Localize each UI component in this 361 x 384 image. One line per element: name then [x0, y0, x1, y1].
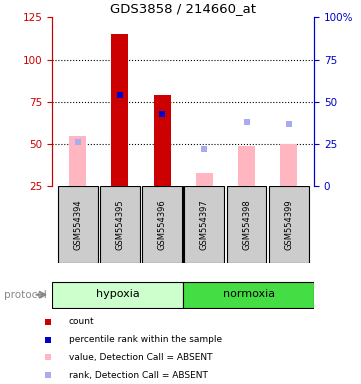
Bar: [100, 186, 140, 263]
Text: count: count: [69, 317, 94, 326]
Point: [117, 92, 123, 98]
Point: [286, 121, 292, 127]
Bar: [69, 136, 86, 186]
Bar: [227, 186, 266, 263]
Text: rank, Detection Call = ABSENT: rank, Detection Call = ABSENT: [69, 371, 208, 380]
Point: [75, 139, 81, 146]
Text: value, Detection Call = ABSENT: value, Detection Call = ABSENT: [69, 353, 212, 362]
Point: [45, 319, 51, 325]
Bar: [52, 282, 183, 308]
Point: [201, 146, 207, 152]
Point: [159, 111, 165, 117]
Text: protocol: protocol: [4, 290, 46, 300]
Bar: [142, 186, 182, 263]
Bar: [184, 186, 224, 263]
Bar: [58, 186, 97, 263]
Text: GSM554394: GSM554394: [73, 199, 82, 250]
Text: GSM554396: GSM554396: [158, 199, 166, 250]
Point: [45, 372, 51, 378]
Text: GSM554397: GSM554397: [200, 199, 209, 250]
Bar: [112, 34, 128, 186]
Text: hypoxia: hypoxia: [96, 289, 140, 299]
Bar: [280, 144, 297, 186]
Bar: [196, 173, 213, 186]
Text: GSM554395: GSM554395: [116, 199, 125, 250]
Text: GSM554399: GSM554399: [284, 199, 293, 250]
Bar: [183, 282, 314, 308]
Text: GSM554398: GSM554398: [242, 199, 251, 250]
Title: GDS3858 / 214660_at: GDS3858 / 214660_at: [110, 2, 256, 15]
Point: [45, 336, 51, 343]
Point: [244, 119, 249, 125]
Text: percentile rank within the sample: percentile rank within the sample: [69, 335, 222, 344]
Text: normoxia: normoxia: [223, 289, 275, 299]
Bar: [238, 146, 255, 186]
Point: [45, 354, 51, 361]
Bar: [154, 95, 170, 186]
Bar: [269, 186, 309, 263]
